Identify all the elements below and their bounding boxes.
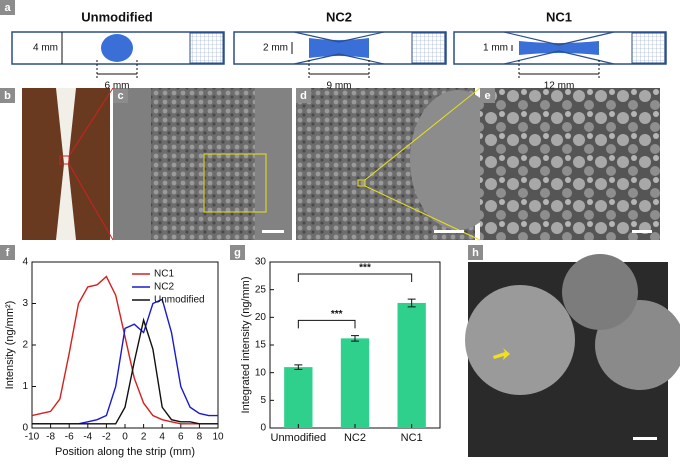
legend-label: NC2 <box>154 282 174 293</box>
panel-letter-box <box>113 88 128 103</box>
x-tick-label: -8 <box>46 432 55 443</box>
bar <box>397 302 426 428</box>
zoom-line <box>364 87 481 181</box>
panel-letter-box <box>0 88 15 103</box>
x-tick-label: 4 <box>159 432 165 443</box>
zoom-box <box>357 179 366 187</box>
panel-letter-box <box>0 245 15 260</box>
legend-label: NC1 <box>154 269 174 280</box>
series-line <box>32 317 218 425</box>
panel-letter: f <box>6 247 10 259</box>
scale-bar <box>632 230 652 233</box>
sem-ridge <box>255 88 292 240</box>
significance-label: *** <box>359 263 371 274</box>
arrow <box>493 348 510 360</box>
sem-ridge <box>113 88 151 240</box>
panel-letter-box <box>480 88 495 103</box>
x-tick-label: 0 <box>122 432 128 443</box>
x-tick-label: 10 <box>212 432 224 443</box>
panel-letter: g <box>234 247 241 259</box>
y-tick-label: 3 <box>22 298 28 309</box>
significance-bracket <box>297 273 413 282</box>
x-tick-label: NC2 <box>344 432 366 444</box>
scale-bar <box>633 437 657 440</box>
panel-letter: d <box>300 90 307 102</box>
panel-letter: b <box>4 90 11 102</box>
strip-title: Unmodified <box>81 9 153 24</box>
sample-spot <box>101 34 133 62</box>
y-tick-label: 0 <box>260 423 266 434</box>
y-tick-label: 30 <box>255 257 267 268</box>
zoom-line <box>68 87 114 157</box>
scale-bar <box>434 230 464 233</box>
panel-letter-box <box>0 0 15 15</box>
panel-letter-box <box>296 88 311 103</box>
x-tick-label: -10 <box>25 432 40 443</box>
strip-title: NC2 <box>326 9 352 24</box>
x-tick-label: Unmodified <box>271 432 327 444</box>
y-tick-label: 0 <box>22 423 28 434</box>
sem-bead <box>465 285 575 395</box>
y-tick-label: 1 <box>22 381 28 392</box>
absorbent-pad <box>411 32 446 64</box>
length-label: 9 mm <box>327 81 352 92</box>
y-tick-label: 25 <box>255 284 267 295</box>
y-tick-label: 20 <box>255 312 267 323</box>
x-tick-label: 6 <box>178 432 184 443</box>
absorbent-pad <box>631 32 666 64</box>
x-tick-label: NC1 <box>401 432 423 444</box>
strip-title: NC1 <box>546 9 572 24</box>
panel-letter: c <box>117 90 123 102</box>
constriction <box>503 31 615 65</box>
zoom-box <box>203 153 267 213</box>
image-panels <box>22 87 680 457</box>
y-tick-label: 5 <box>260 395 266 406</box>
y-tick-label: 15 <box>255 340 267 351</box>
plot-frame <box>31 261 219 429</box>
panel-letters: a b c d e f g h <box>0 0 495 260</box>
panel-letter: a <box>4 2 11 14</box>
error-bar <box>351 335 359 342</box>
x-tick-label: 8 <box>197 432 203 443</box>
panel-letter: e <box>484 90 490 102</box>
schematic: Unmodified 4 mm 6 mm NC2 2 mm 9 mm NC1 1 mm 12 m… <box>11 9 667 92</box>
scale-bar <box>262 230 284 233</box>
bar <box>284 367 313 428</box>
y-tick-label: 2 <box>22 340 28 351</box>
panel-letter-box <box>468 245 483 260</box>
error-bar <box>294 364 303 370</box>
absorbent-pad <box>189 32 224 64</box>
length-label: 12 mm <box>544 81 575 92</box>
significance-label: *** <box>331 309 343 320</box>
sem-bead <box>562 254 638 330</box>
error-bar <box>407 298 416 308</box>
panel-letter: h <box>472 247 479 259</box>
x-tick-label: -2 <box>102 432 111 443</box>
sem-image <box>480 88 660 240</box>
length-label: 6 mm <box>105 81 130 92</box>
legend-label: Unmodified <box>154 295 205 306</box>
y-tick-label: 10 <box>255 367 267 378</box>
x-tick-label: -6 <box>65 432 74 443</box>
width-label: 2 mm <box>263 43 288 54</box>
bar <box>340 338 370 428</box>
significance-bracket <box>297 319 356 329</box>
zoom-box <box>59 155 70 165</box>
panel-letter-box <box>230 245 245 260</box>
x-axis-label: Position along the strip (mm) <box>55 446 195 458</box>
x-tick-label: 2 <box>141 432 147 443</box>
y-axis-label: Integrated intensity (ng/mm) <box>240 277 252 414</box>
width-label: 1 mm <box>483 43 508 54</box>
sample-spot <box>309 38 369 58</box>
y-tick-label: 4 <box>22 257 28 268</box>
charts: 0 1 2 3 4 -10 -8 -6 -4 -2 0 2 4 6 8 10 Position along th… <box>4 257 441 458</box>
x-tick-label: -4 <box>83 432 92 443</box>
series-line <box>31 275 218 425</box>
width-label: 4 mm <box>33 43 58 54</box>
y-axis-label: Intensity (ng/mm²) <box>4 301 16 390</box>
sample-spot <box>519 41 599 55</box>
zoom-line <box>68 163 114 241</box>
